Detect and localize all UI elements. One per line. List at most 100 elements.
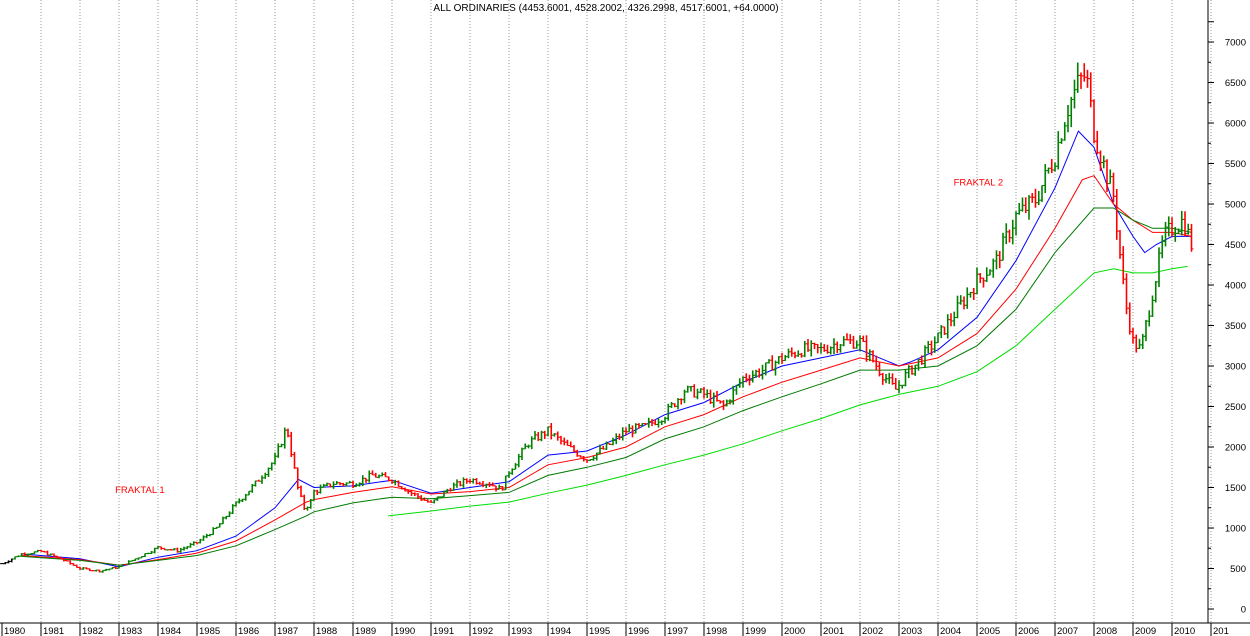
price-bar	[1017, 202, 1022, 215]
price-bar	[383, 472, 388, 478]
price-bar	[776, 356, 781, 365]
price-bar	[809, 340, 814, 357]
price-bar	[1069, 96, 1074, 128]
x-tick-label: 1988	[316, 626, 337, 636]
price-bar	[656, 418, 661, 428]
price-bar	[997, 251, 1002, 269]
x-tick-label: 1983	[121, 626, 142, 636]
price-bar	[201, 535, 206, 541]
price-bar	[282, 427, 287, 449]
price-bar	[1007, 229, 1012, 243]
price-bar	[370, 470, 375, 476]
x-tick-label: 2010	[1174, 626, 1195, 636]
y-tick-label: 7000	[1225, 38, 1246, 49]
price-bar	[1101, 155, 1106, 169]
price-bar	[325, 482, 329, 487]
price-bar	[559, 435, 563, 445]
price-bar	[750, 370, 755, 383]
price-bar	[945, 314, 950, 339]
price-bar	[1147, 310, 1152, 327]
chart-title: ALL ORDINARIES (4453.6001, 4528.2002, 43…	[433, 3, 778, 14]
x-axis-ticks: 1980 1981 1982 1983 1984 1985 1986 1987 1988 1989…	[1, 623, 1229, 636]
y-tick-label: 2000	[1225, 443, 1246, 454]
price-bar	[913, 364, 918, 376]
price-bar	[1053, 162, 1057, 172]
price-bar	[880, 372, 885, 385]
price-bar	[793, 351, 797, 359]
price-bar	[858, 335, 862, 352]
y-tick-label: 5000	[1225, 200, 1246, 211]
price-bar	[507, 471, 511, 478]
y-tick-label: 6000	[1225, 119, 1246, 130]
price-bar	[1153, 281, 1158, 303]
x-tick-label: 2003	[901, 626, 922, 636]
price-bar	[1150, 295, 1155, 317]
x-tick-label: 2000	[784, 626, 805, 636]
x-tick-label: 1995	[589, 626, 610, 636]
price-bar	[1043, 164, 1048, 193]
price-bar	[263, 472, 268, 479]
price-bar	[526, 444, 531, 449]
y-tick-label: 4500	[1225, 240, 1246, 251]
price-bar	[851, 335, 856, 349]
price-bar	[903, 369, 908, 387]
x-tick-label: 1991	[433, 626, 454, 636]
price-bar	[565, 439, 570, 446]
vertical-gridlines	[40, 0, 1212, 623]
price-bar	[299, 485, 303, 498]
x-tick-label: 1987	[277, 626, 298, 636]
x-tick-label: 1993	[511, 626, 532, 636]
moving-average-lines	[21, 130, 1192, 568]
price-bar	[513, 463, 518, 470]
price-bar	[760, 364, 765, 380]
price-bar	[906, 365, 911, 379]
price-bar	[1004, 223, 1009, 245]
price-bar	[1079, 72, 1083, 89]
x-tick-label: 1981	[43, 626, 64, 636]
price-bar	[1075, 62, 1080, 93]
price-bar	[546, 426, 550, 437]
price-bar	[318, 484, 323, 494]
price-bar	[1010, 219, 1015, 245]
price-bar	[1111, 172, 1116, 203]
price-bar	[910, 365, 914, 375]
price-bar	[276, 443, 281, 458]
price-bar	[529, 436, 534, 450]
x-tick-label: 1992	[472, 626, 493, 636]
x-tick-label: 1989	[355, 626, 376, 636]
price-bar	[516, 453, 521, 468]
price-bar	[562, 437, 567, 446]
price-bar	[812, 342, 817, 350]
x-tick-label: 2006	[1018, 626, 1039, 636]
series-line-ma_darkgreen	[21, 207, 1192, 566]
price-bar	[887, 372, 892, 384]
price-bar	[949, 313, 953, 327]
price-bar	[266, 467, 271, 478]
price-bar	[549, 423, 554, 440]
x-tick-label: 2002	[862, 626, 883, 636]
price-bar	[796, 350, 801, 357]
series-line-ma_lightgreen	[388, 265, 1188, 517]
price-bars	[0, 62, 1194, 573]
price-bar	[783, 354, 788, 362]
x-tick-label: 2001	[823, 626, 844, 636]
price-bar	[1095, 130, 1100, 155]
price-bar	[874, 355, 879, 370]
y-tick-label: 500	[1230, 564, 1246, 575]
x-tick-label: 1980	[4, 626, 25, 636]
x-tick-label: 2008	[1096, 626, 1117, 636]
annotation-label: FRAKTAL 2	[954, 177, 1004, 188]
price-bar	[520, 447, 524, 461]
price-bar	[802, 340, 807, 358]
x-tick-label: 1997	[667, 626, 688, 636]
price-bar	[1056, 131, 1061, 170]
y-axis-ticks: 0 500 1000 1500 2000 2500 3000 3500 4000 4500 5000…	[1208, 21, 1246, 616]
series-line-ma_red	[21, 175, 1192, 566]
price-bar	[620, 427, 625, 441]
price-bar	[377, 474, 381, 479]
price-bar	[611, 437, 615, 446]
price-bar	[1027, 195, 1031, 220]
price-bar	[367, 470, 372, 483]
price-bar	[848, 334, 853, 345]
price-bar	[1121, 246, 1126, 285]
